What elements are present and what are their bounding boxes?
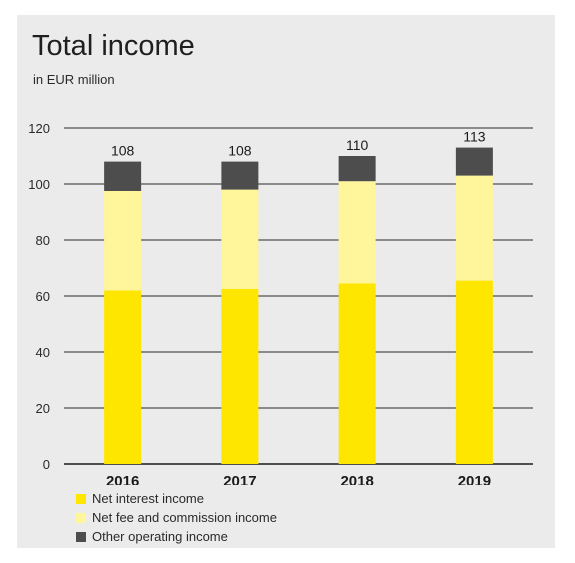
x-tick-label: 2017 bbox=[223, 473, 256, 485]
legend-swatch-other-operating-income bbox=[76, 531, 86, 542]
y-tick-label: 100 bbox=[28, 177, 50, 192]
legend-item-net-interest-income: Net interest income bbox=[76, 489, 277, 508]
chart-subtitle: in EUR million bbox=[33, 72, 115, 87]
bar-segment-other-operating-income bbox=[104, 161, 142, 191]
x-tick-label: 2018 bbox=[340, 473, 373, 485]
legend-label-other-operating-income: Other operating income bbox=[92, 529, 228, 544]
bar-total-label: 108 bbox=[228, 143, 252, 159]
bar-segment-other-operating-income bbox=[338, 156, 376, 182]
bar-segment-other-operating-income bbox=[455, 147, 493, 176]
x-tick-label: 2019 bbox=[458, 473, 491, 485]
bar-segment-net-fee-and-commission-income bbox=[455, 175, 493, 281]
y-tick-label: 80 bbox=[36, 233, 50, 248]
bar-total-label: 108 bbox=[111, 143, 135, 159]
legend-swatch-net-interest-income bbox=[76, 493, 86, 504]
y-tick-label: 60 bbox=[36, 289, 50, 304]
y-tick-label: 40 bbox=[36, 345, 50, 360]
stacked-bar-chart: 0 20 40 60 80 100 120 108 2016 108 2017 110 2018 113 2… bbox=[28, 121, 533, 485]
bar-segment-net-fee-and-commission-income bbox=[338, 181, 376, 284]
legend-label-net-interest-income: Net interest income bbox=[92, 491, 204, 506]
y-tick-label: 120 bbox=[28, 121, 50, 136]
bar-segment-net-interest-income bbox=[221, 289, 259, 464]
chart-panel: Total income in EUR million 0 20 40 60 80 100… bbox=[17, 15, 555, 548]
bar-segment-net-interest-income bbox=[455, 280, 493, 464]
legend-label-net-fee-commission-income: Net fee and commission income bbox=[92, 510, 277, 525]
bar-total-label: 110 bbox=[346, 137, 369, 153]
bar-total-label: 113 bbox=[463, 129, 486, 145]
legend-item-net-fee-commission-income: Net fee and commission income bbox=[76, 508, 277, 527]
chart-legend: Net interest income Net fee and commissi… bbox=[76, 489, 277, 546]
legend-item-other-operating-income: Other operating income bbox=[76, 527, 277, 546]
bar-segment-other-operating-income bbox=[221, 161, 259, 190]
legend-swatch-net-fee-commission-income bbox=[76, 512, 86, 523]
bar-segment-net-interest-income bbox=[338, 283, 376, 464]
y-tick-label: 0 bbox=[43, 457, 50, 472]
bar-segment-net-fee-and-commission-income bbox=[104, 191, 142, 291]
chart-title: Total income bbox=[32, 30, 195, 62]
y-tick-label: 20 bbox=[36, 401, 50, 416]
x-tick-label: 2016 bbox=[106, 473, 139, 485]
bar-segment-net-fee-and-commission-income bbox=[221, 189, 259, 289]
bar-segment-net-interest-income bbox=[104, 290, 142, 464]
